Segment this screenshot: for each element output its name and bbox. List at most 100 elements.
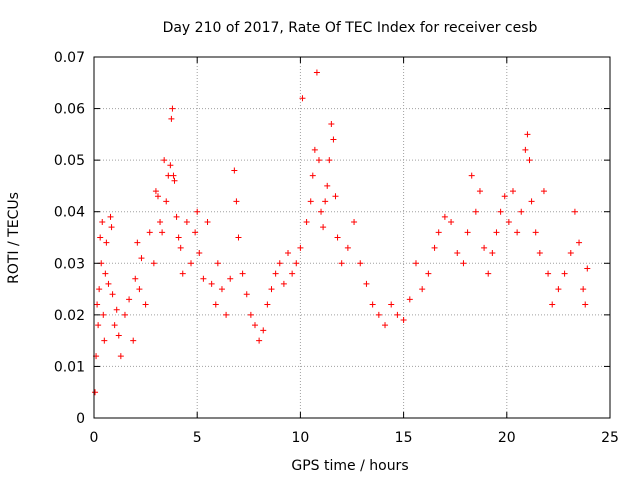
data-point — [567, 249, 574, 256]
data-point — [130, 337, 137, 344]
data-point — [489, 249, 496, 256]
y-axis-label: ROTI / TECUs — [6, 192, 22, 284]
data-point — [177, 244, 184, 251]
x-axis-label: GPS time / hours — [291, 458, 408, 474]
data-point — [394, 311, 401, 318]
data-point — [485, 270, 492, 277]
data-point — [188, 260, 195, 267]
data-point — [481, 244, 488, 251]
data-point — [561, 270, 568, 277]
data-point — [165, 172, 172, 179]
data-point — [212, 301, 219, 308]
data-point — [150, 260, 157, 267]
data-point — [223, 311, 230, 318]
data-point — [412, 260, 419, 267]
data-point — [101, 337, 108, 344]
data-point — [311, 146, 318, 153]
data-point — [157, 219, 164, 226]
data-point — [524, 131, 531, 138]
data-point — [549, 301, 556, 308]
data-point — [315, 157, 322, 164]
data-point — [208, 280, 215, 287]
data-point — [233, 198, 240, 205]
data-point — [330, 136, 337, 143]
data-point — [297, 244, 304, 251]
data-point — [268, 286, 275, 293]
data-point — [431, 244, 438, 251]
data-point — [272, 270, 279, 277]
y-tick-label: 0.04 — [54, 205, 85, 221]
x-tick-label: 0 — [90, 430, 99, 446]
data-point — [218, 286, 225, 293]
y-tick-label: 0.06 — [54, 102, 85, 118]
x-tick-label: 25 — [601, 430, 619, 446]
data-point — [545, 270, 552, 277]
data-point — [285, 249, 292, 256]
data-point — [419, 286, 426, 293]
data-point — [375, 311, 382, 318]
data-point — [260, 327, 267, 334]
data-point — [247, 311, 254, 318]
data-point — [576, 239, 583, 246]
data-point — [168, 115, 175, 122]
y-tick-label: 0.01 — [54, 359, 85, 375]
data-point — [117, 353, 124, 360]
data-point — [171, 177, 178, 184]
data-point — [251, 322, 258, 329]
data-point — [555, 286, 562, 293]
x-tick-label: 10 — [291, 430, 309, 446]
data-point — [472, 208, 479, 215]
data-point — [293, 260, 300, 267]
data-point — [505, 219, 512, 226]
data-point — [113, 306, 120, 313]
data-point — [196, 249, 203, 256]
data-point — [214, 260, 221, 267]
data-point — [134, 239, 141, 246]
data-point — [108, 224, 115, 231]
data-point — [138, 255, 145, 262]
data-point — [280, 280, 287, 287]
data-point — [132, 275, 139, 282]
data-point — [400, 317, 407, 324]
y-tick-label: 0.05 — [54, 153, 85, 169]
data-point — [264, 301, 271, 308]
chart-title: Day 210 of 2017, Rate Of TEC Index for r… — [163, 20, 538, 36]
data-point — [121, 311, 128, 318]
data-point — [344, 244, 351, 251]
data-point — [518, 208, 525, 215]
data-point — [95, 322, 102, 329]
data-point — [163, 198, 170, 205]
data-point — [468, 172, 475, 179]
data-points — [92, 69, 591, 396]
data-point — [239, 270, 246, 277]
data-point — [328, 121, 335, 128]
data-point — [169, 105, 176, 112]
data-point — [536, 249, 543, 256]
data-point — [200, 275, 207, 282]
data-point — [338, 260, 345, 267]
data-point — [256, 337, 263, 344]
plot-frame — [93, 56, 611, 419]
data-point — [303, 219, 310, 226]
data-point — [460, 260, 467, 267]
data-point — [154, 193, 161, 200]
data-point — [179, 270, 186, 277]
data-point — [92, 389, 99, 396]
data-point — [136, 286, 143, 293]
data-point — [476, 188, 483, 195]
data-point — [454, 249, 461, 256]
data-point — [307, 198, 314, 205]
data-point — [94, 301, 101, 308]
tick-labels: 0 5 10 15 20 25 0 0.01 0.02 0.03 0.04 0.05 0.06 0.07 — [54, 50, 619, 446]
data-point — [320, 224, 327, 231]
data-point — [326, 157, 333, 164]
data-point — [167, 162, 174, 169]
y-tick-label: 0.03 — [54, 256, 85, 272]
data-point — [509, 188, 516, 195]
data-point — [497, 208, 504, 215]
data-point — [528, 198, 535, 205]
data-point — [231, 167, 238, 174]
data-point — [580, 286, 587, 293]
data-point — [152, 188, 159, 195]
